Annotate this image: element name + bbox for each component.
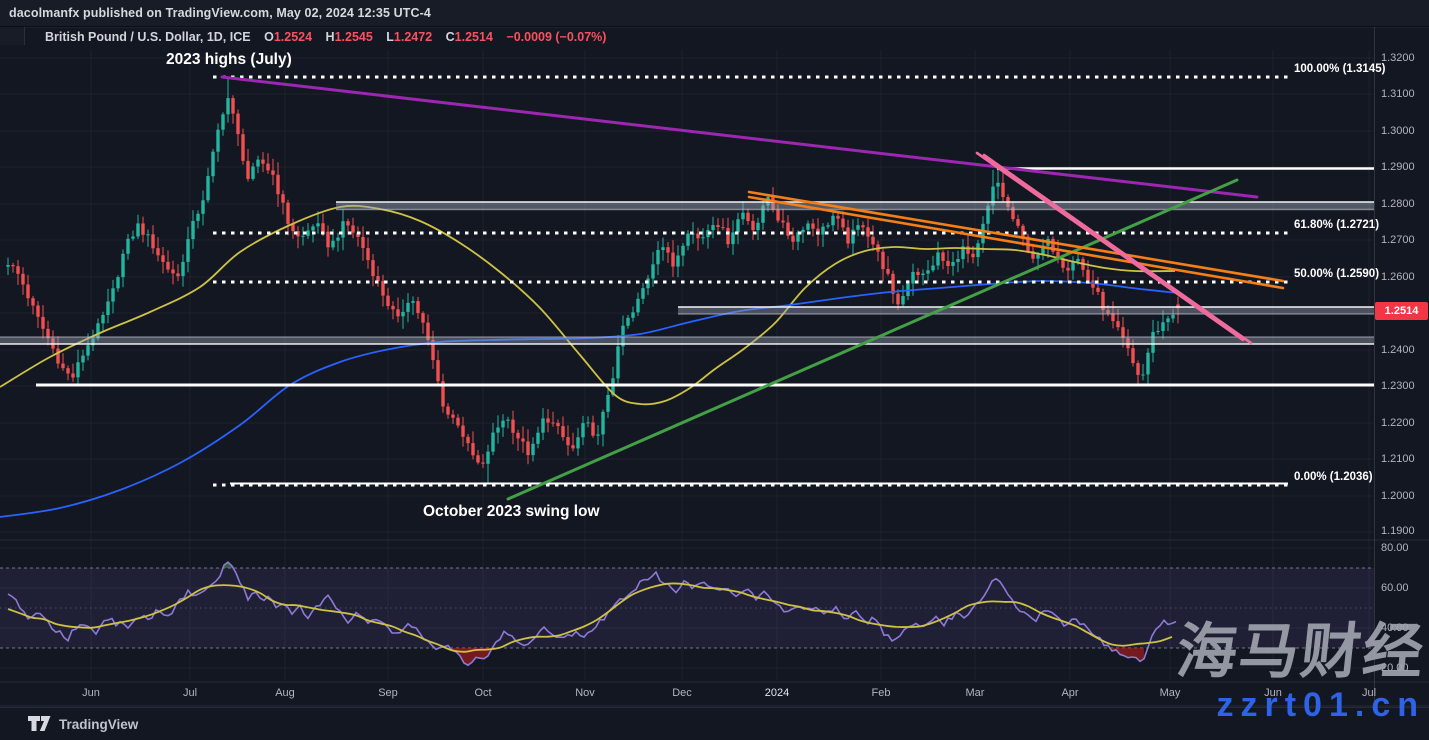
- low-value: 1.2472: [393, 30, 433, 44]
- rsi-axis-label: 40.00: [1381, 622, 1409, 634]
- fib-level-label: 50.00% (1.2590): [1294, 268, 1380, 280]
- fib-level-label: 0.00% (1.2036): [1294, 471, 1373, 483]
- low-label: L: [386, 30, 394, 44]
- time-axis-label: Jun: [1264, 687, 1282, 699]
- symbol-title[interactable]: British Pound / U.S. Dollar, 1D, ICE: [45, 30, 251, 44]
- time-axis-label: Jun: [82, 687, 100, 699]
- rsi-axis-label: 80.00: [1381, 542, 1409, 554]
- open-value: 1.2524: [273, 30, 313, 44]
- time-axis-label: May: [1159, 687, 1181, 699]
- price-axis-label: 1.2000: [1381, 490, 1415, 502]
- footer-bar: TradingView: [0, 707, 1429, 740]
- price-axis-label: 1.2700: [1381, 234, 1415, 246]
- time-axis-label: Jul: [1361, 687, 1377, 699]
- last-price-badge: 1.2514: [1375, 302, 1428, 320]
- high-value: 1.2545: [334, 30, 373, 44]
- price-axis-label: 1.2300: [1381, 380, 1415, 392]
- annotation-2023-highs[interactable]: 2023 highs (July): [166, 51, 292, 68]
- legend-corner: [0, 27, 25, 45]
- time-axis-label: Sep: [378, 687, 398, 699]
- symbol-legend[interactable]: British Pound / U.S. Dollar, 1D, ICE O1.…: [45, 30, 606, 44]
- time-axis-label: Jul: [182, 687, 198, 699]
- time-axis-label: Dec: [672, 687, 692, 699]
- close-label: C: [445, 30, 455, 44]
- time-axis-label: Aug: [275, 687, 295, 699]
- price-axis-label: 1.2900: [1381, 161, 1415, 173]
- tradingview-logo-icon: [28, 716, 51, 731]
- time-axis-label: Oct: [474, 687, 492, 699]
- tradingview-logo[interactable]: [28, 716, 51, 732]
- price-axis-label: 1.3200: [1381, 52, 1415, 64]
- annotation-october-low[interactable]: October 2023 swing low: [423, 503, 600, 520]
- price-axis-label: 1.1900: [1381, 525, 1415, 537]
- time-axis-label: 2024: [764, 687, 790, 699]
- fib-level-label: 61.80% (1.2721): [1294, 219, 1380, 231]
- price-axis-label: 1.3100: [1381, 88, 1415, 100]
- time-axis-label: Mar: [965, 687, 985, 699]
- change-value: −0.0009 (−0.07%): [506, 30, 607, 44]
- rsi-axis-label: 20.00: [1381, 662, 1409, 674]
- close-value: 1.2514: [454, 30, 493, 44]
- price-axis-label: 1.2400: [1381, 344, 1415, 356]
- publish-note: dacolmanfx published on TradingView.com,…: [9, 6, 431, 20]
- price-axis-label: 1.2600: [1381, 271, 1415, 283]
- publish-bar: dacolmanfx published on TradingView.com,…: [0, 0, 1429, 27]
- price-axis-label: 1.2200: [1381, 417, 1415, 429]
- price-axis-label: 1.2100: [1381, 453, 1415, 465]
- time-axis-label: Nov: [575, 687, 595, 699]
- rsi-axis-label: 60.00: [1381, 582, 1409, 594]
- price-axis-label: 1.2800: [1381, 198, 1415, 210]
- fib-level-label: 100.00% (1.3145): [1294, 63, 1386, 75]
- time-axis-label: Apr: [1061, 687, 1079, 699]
- tradingview-brand-text[interactable]: TradingView: [59, 716, 139, 732]
- high-label: H: [325, 30, 335, 44]
- time-axis-label: Feb: [871, 687, 891, 699]
- price-axis-label: 1.3000: [1381, 125, 1415, 137]
- open-label: O: [264, 30, 274, 44]
